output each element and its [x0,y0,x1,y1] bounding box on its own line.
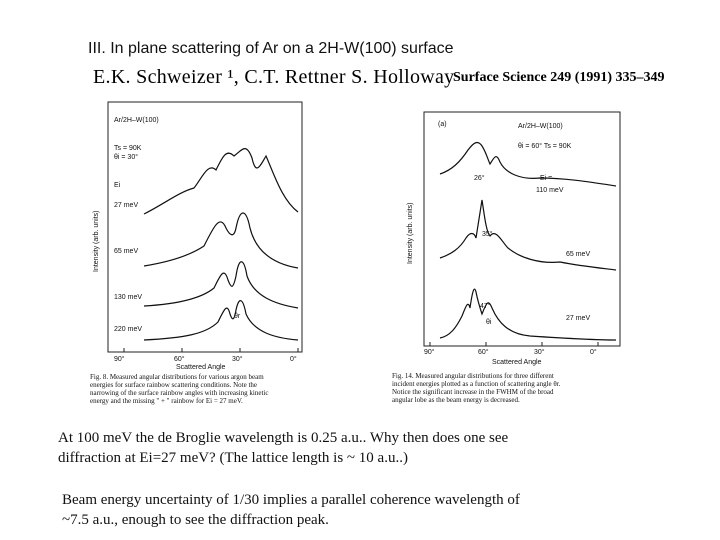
figure-right-plot: (a) Ar/2H–W(100) θi = 60° Ts = 90K Ei = … [392,111,621,404]
journal-reference: Surface Science 249 (1991) 335–349 [453,70,665,85]
left-system-label: Ar/2H–W(100) [114,117,159,124]
left-energy-4: 220 meV [114,326,142,333]
right-theta-i-mark: θi [486,319,492,326]
right-xlabel: Scattered Angle [492,359,542,366]
right-caption-4: angular lobe as the beam energy is decre… [392,396,520,404]
figure-left-plot: Ar/2H–W(100) Ts = 90K θi = 30° Ei 27 meV… [90,101,303,405]
left-caption-2: energies for surface rainbow scattering … [90,381,257,389]
left-ts-label: Ts = 90K [114,145,142,152]
right-xtick-90: 90° [424,348,435,356]
left-caption-1: Fig. 8. Measured angular distributions f… [90,373,264,381]
left-xtick-0: 0° [290,355,297,363]
right-peak-26: 26° [474,174,485,182]
right-params-label: θi = 60° Ts = 90K [518,142,572,150]
left-energy-3: 130 meV [114,294,142,301]
left-curve-220mev [143,300,299,341]
right-curve-27mev [439,288,617,341]
right-xtick-30: 30° [534,348,545,356]
left-xtick-30: 30° [232,355,243,363]
right-energy-65: 65 meV [566,251,590,258]
left-ylabel: Intensity (arb. units) [93,211,100,272]
left-xtick-90: 90° [114,355,125,363]
right-curve-65mev [439,199,617,271]
left-caption-3: narrowing of the surface rainbow angles … [90,389,268,397]
right-ylabel: Intensity (arb. units) [407,203,414,264]
right-peak-47: 47° [480,302,491,310]
para2-line2: ~7.5 a.u., enough to see the diffraction… [62,512,329,528]
left-rainbow-mark: θr [234,313,241,320]
right-energy-27: 27 meV [566,315,590,322]
para1-line1: At 100 meV the de Broglie wavelength is … [58,430,509,446]
right-panel-label: (a) [438,121,447,128]
right-peak-35: 35° [482,230,493,238]
left-curve-130mev [143,261,299,309]
left-xtick-60: 60° [174,355,185,363]
right-caption-3: Notice the significant increase in the F… [392,388,554,396]
left-theta-label: θi = 30° [114,153,138,161]
right-caption-2: incident energies plotted as a function … [392,380,561,388]
left-energy-1: 27 meV [114,202,138,209]
left-caption-4: energy and the missing " + " rainbow for… [90,397,243,405]
left-curve-65mev [143,212,299,269]
right-plot-frame [423,111,621,347]
paper-authors: E.K. Schweizer ¹, C.T. Rettner S. Hollow… [93,66,455,88]
left-ei-label: Ei [114,182,121,189]
right-caption-1: Fig. 14. Measured angular distributions … [392,372,554,380]
figure-right: (a) Ar/2H–W(100) θi = 60° Ts = 90K Ei = … [390,108,630,414]
left-curve-27mev [143,148,299,215]
left-energy-2: 65 meV [114,248,138,255]
right-curve-110mev [439,141,617,187]
left-xlabel: Scattered Angle [176,364,226,371]
left-plot-frame [107,101,303,353]
para1-line2: diffraction at Ei=27 meV? (The lattice l… [58,450,408,466]
para2-line1: Beam energy uncertainty of 1/30 implies … [62,492,520,508]
right-xtick-60: 60° [478,348,489,356]
right-system-label: Ar/2H–W(100) [518,123,563,130]
slide-title: III. In plane scattering of Ar on a 2H-W… [88,40,454,57]
right-energy-110: 110 meV [536,187,564,194]
right-xtick-0: 0° [590,348,597,356]
figure-left: Ar/2H–W(100) Ts = 90K θi = 30° Ei 27 meV… [84,96,314,408]
